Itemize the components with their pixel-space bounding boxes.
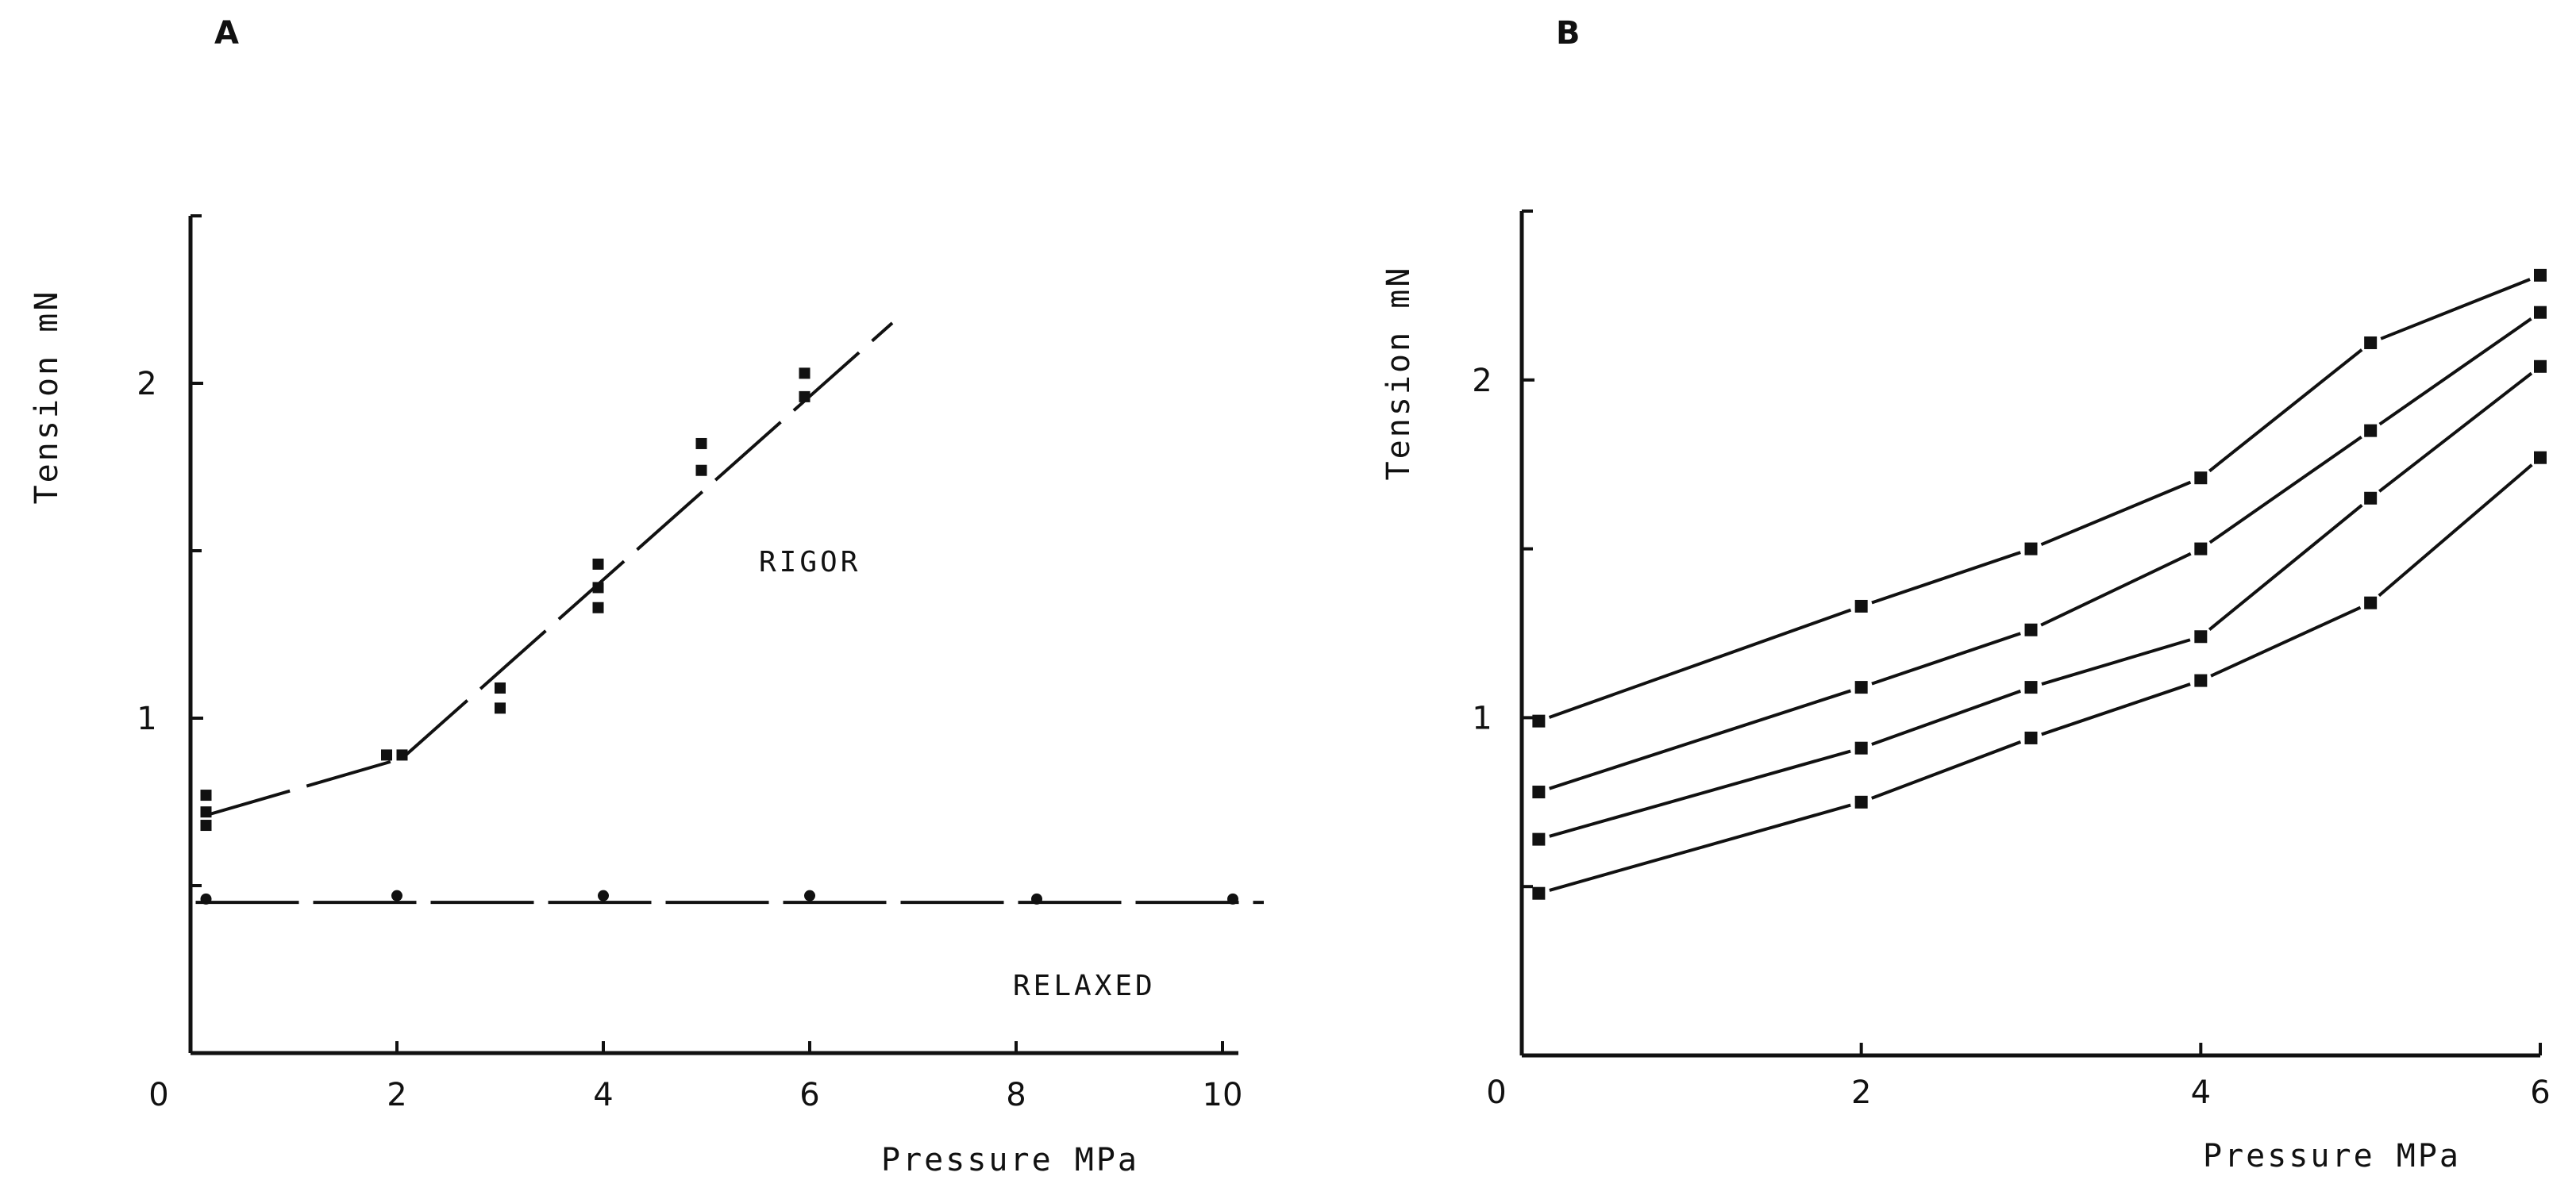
rigor-point	[381, 749, 392, 761]
panel-b-x-tick-label: 2	[1851, 1074, 1871, 1111]
curve-3-segment	[2378, 371, 2533, 493]
relaxed-point	[1227, 893, 1238, 905]
curve-2-point	[1532, 786, 1546, 799]
curve-2-segment	[2378, 317, 2532, 426]
panel-b-y-axis-label: Tension mN	[1380, 266, 1417, 481]
panel-a-fit-lines	[195, 321, 1264, 905]
curve-2-segment	[2040, 552, 2192, 627]
curve-4-point	[2024, 731, 2038, 744]
curve-3-segment	[1549, 749, 1851, 838]
rigor-point	[592, 602, 604, 613]
curve-2-point	[2024, 623, 2038, 636]
curve-4-point	[2194, 674, 2208, 687]
curve-3-point	[2024, 681, 2038, 694]
relaxed-annotation: RELAXED	[1013, 970, 1156, 1002]
panel-a-x-tick-label: 2	[387, 1077, 406, 1113]
rigor-point	[695, 437, 707, 449]
rigor-point	[799, 367, 811, 379]
curve-3-point	[1854, 741, 1868, 755]
rigor-point	[695, 464, 707, 476]
rigor-point	[200, 820, 212, 832]
curve-1-segment	[1871, 551, 2021, 605]
panel-a-y-tick-label: 2	[137, 366, 156, 402]
curve-1-segment	[2380, 278, 2531, 340]
curve-2-point	[2534, 306, 2547, 319]
curve-1-point	[2024, 542, 2038, 555]
curve-3-segment	[1871, 689, 2021, 746]
rigor-fit-line	[205, 756, 403, 817]
panel-a-x-tick-label: 4	[593, 1077, 613, 1113]
curve-1-segment	[2040, 480, 2192, 547]
curve-1-segment	[1548, 608, 1852, 719]
rigor-point	[592, 582, 604, 594]
panel-a-x-tick-label: 6	[799, 1077, 819, 1113]
relaxed-point	[391, 890, 402, 901]
curve-3-point	[1532, 832, 1546, 846]
panel-a-points	[200, 367, 1238, 905]
rigor-point	[200, 806, 212, 818]
panel-b-chart: 0 2 4 6 1 2 Tension mN Pressure MPa	[1380, 210, 2551, 1174]
panel-b-x-tick-label: 6	[2530, 1074, 2550, 1111]
panel-b-x-axis-label: Pressure MPa	[2203, 1138, 2461, 1174]
rigor-annotation: RIGOR	[759, 546, 861, 579]
curve-4-segment	[1871, 740, 2022, 800]
curve-2-point	[2194, 542, 2208, 555]
rigor-point	[799, 390, 811, 402]
curve-1-point	[1532, 714, 1546, 728]
panel-b-y-tick-label: 2	[1472, 363, 1492, 399]
panel-a-y-axis-label: Tension mN	[29, 290, 65, 505]
curve-1-point	[2534, 268, 2547, 282]
curve-2-segment	[2208, 436, 2362, 544]
panel-b-ticks: 0 2 4 6 1 2	[1472, 210, 2551, 1111]
panel-b-points	[1532, 268, 2547, 900]
curve-4-segment	[2041, 682, 2191, 736]
relaxed-point	[1031, 893, 1042, 905]
curve-4-point	[1532, 886, 1546, 900]
curve-1-point	[2364, 336, 2378, 349]
curve-2-segment	[1549, 689, 1851, 790]
curve-4-point	[2534, 451, 2547, 464]
panel-b-x-tick-label: 0	[1486, 1074, 1506, 1111]
curve-2-segment	[1871, 632, 2021, 686]
panel-b-lines	[1548, 278, 2533, 892]
panel-a-x-axis-label: Pressure MPa	[881, 1142, 1139, 1178]
curve-4-point	[1854, 795, 1868, 809]
panel-a-letter: A	[214, 15, 239, 52]
curve-4-segment	[1549, 803, 1851, 892]
relaxed-point	[598, 890, 609, 901]
curve-1-point	[1854, 599, 1868, 613]
panel-b-x-tick-label: 4	[2191, 1074, 2211, 1111]
relaxed-point	[200, 893, 212, 905]
rigor-point	[495, 682, 506, 694]
panel-b-letter: B	[1556, 15, 1581, 52]
curve-3-point	[2364, 491, 2378, 505]
panel-a-x-tick-label: 0	[148, 1077, 168, 1113]
curve-3-point	[2194, 630, 2208, 644]
curve-3-segment	[2208, 504, 2363, 631]
curve-1-point	[2194, 471, 2208, 485]
curve-3-segment	[2041, 638, 2191, 686]
curve-3-point	[2534, 359, 2547, 373]
panel-a-y-tick-label: 1	[137, 701, 156, 737]
curve-4-point	[2364, 596, 2378, 609]
panel-a-x-tick-label: 8	[1006, 1077, 1026, 1113]
curve-2-point	[2364, 424, 2378, 437]
relaxed-point	[804, 890, 815, 901]
rigor-point	[396, 749, 408, 761]
rigor-point	[495, 702, 506, 714]
rigor-point	[592, 558, 604, 570]
panel-a-x-tick-label: 10	[1203, 1077, 1243, 1113]
rigor-fit-line	[401, 321, 894, 760]
curve-4-segment	[2210, 605, 2362, 678]
rigor-point	[200, 790, 212, 802]
curve-4-segment	[2378, 463, 2533, 598]
panel-b-y-tick-label: 1	[1472, 700, 1492, 736]
curve-1-segment	[2208, 348, 2363, 473]
curve-2-point	[1854, 681, 1868, 694]
